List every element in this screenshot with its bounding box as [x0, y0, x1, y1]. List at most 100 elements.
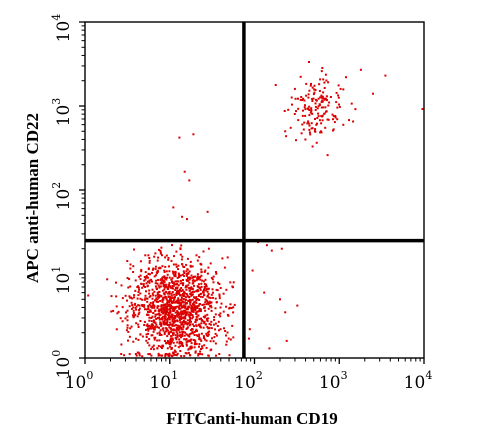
event-dot: [176, 286, 179, 289]
event-dot: [156, 325, 159, 328]
event-dot: [199, 303, 201, 305]
event-dot: [333, 121, 336, 124]
event-dot: [187, 287, 190, 290]
event-dot: [171, 305, 174, 308]
event-dot: [135, 308, 138, 311]
event-dot: [181, 300, 184, 303]
event-dot: [158, 286, 161, 289]
event-dot: [304, 108, 307, 111]
event-dot: [200, 319, 203, 321]
event-dot: [165, 278, 168, 281]
event-dot: [297, 119, 300, 122]
event-dot: [332, 115, 335, 118]
event-dot: [133, 294, 136, 297]
event-dot: [139, 333, 142, 336]
event-dot: [183, 312, 186, 315]
event-dot: [126, 299, 128, 302]
event-dot: [166, 328, 169, 331]
event-dot: [147, 267, 150, 270]
event-dot: [138, 288, 141, 291]
event-dot: [193, 296, 195, 299]
event-dot: [137, 326, 140, 328]
event-dot: [345, 76, 347, 79]
event-dot: [316, 117, 319, 119]
event-dot: [146, 300, 149, 303]
event-dot: [172, 299, 175, 302]
event-dot: [194, 318, 197, 321]
event-dot: [215, 288, 218, 291]
event-dot: [127, 286, 130, 289]
event-dot: [190, 342, 193, 345]
event-dot: [209, 304, 212, 307]
event-dot: [320, 106, 323, 109]
event-dot: [166, 300, 169, 303]
event-dot: [185, 333, 188, 336]
event-dot: [190, 287, 193, 290]
event-dot: [155, 297, 158, 300]
event-dot: [205, 332, 208, 335]
event-dot: [181, 273, 184, 276]
event-dot: [163, 331, 166, 334]
event-dot: [204, 338, 207, 341]
event-dot: [232, 311, 235, 314]
event-dot: [268, 347, 271, 350]
event-dot: [191, 279, 194, 282]
event-dot: [293, 113, 296, 115]
event-dot: [130, 301, 133, 304]
event-dot: [158, 248, 160, 251]
event-dot: [162, 329, 165, 332]
event-dot: [350, 102, 353, 105]
event-dot: [145, 336, 148, 338]
event-dot: [322, 78, 325, 81]
event-dot: [208, 330, 211, 333]
event-dot: [175, 265, 178, 268]
event-dot: [176, 332, 179, 335]
event-dot: [172, 263, 175, 266]
event-dot: [176, 305, 179, 308]
event-dot: [179, 288, 181, 291]
event-dot: [158, 296, 160, 299]
event-dot: [162, 285, 165, 288]
event-dot: [183, 266, 186, 268]
event-dot: [151, 288, 154, 291]
event-dot: [171, 297, 174, 299]
event-dot: [311, 112, 314, 115]
event-dot: [178, 136, 181, 139]
event-dot: [182, 331, 185, 333]
event-dot: [170, 292, 173, 295]
event-dot: [318, 119, 321, 122]
event-dot: [325, 79, 328, 82]
event-dot: [180, 258, 183, 261]
event-dot: [314, 108, 317, 111]
event-dot: [205, 317, 208, 320]
event-dot: [135, 322, 138, 325]
event-dot: [126, 277, 129, 279]
event-dot: [323, 112, 326, 115]
event-dot: [180, 326, 183, 329]
event-dot: [154, 325, 157, 328]
event-dot: [302, 128, 305, 131]
event-dot: [198, 345, 200, 348]
event-dot: [175, 292, 178, 295]
event-dot: [183, 355, 186, 357]
event-dot: [206, 288, 209, 291]
event-dot: [184, 317, 187, 320]
event-dot: [214, 307, 217, 310]
event-dot: [140, 268, 143, 271]
event-dot: [160, 334, 163, 336]
event-dot: [155, 298, 158, 301]
event-dot: [179, 253, 182, 256]
event-dot: [215, 271, 217, 273]
event-dot: [120, 353, 123, 355]
event-dot: [323, 81, 326, 84]
event-dot: [130, 307, 133, 310]
event-dot: [214, 332, 217, 335]
event-dot: [342, 123, 345, 126]
event-dot: [195, 328, 198, 331]
event-dot: [312, 93, 315, 96]
event-dot: [162, 309, 165, 312]
event-dot: [284, 130, 287, 133]
event-dot: [200, 271, 203, 274]
event-dot: [191, 265, 194, 268]
event-dot: [168, 265, 170, 268]
